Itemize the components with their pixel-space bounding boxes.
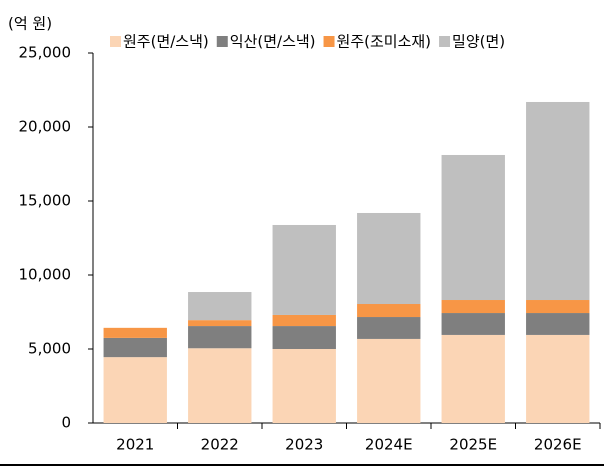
y-tick-label: 25,000 <box>19 44 72 62</box>
legend-swatch <box>110 36 121 47</box>
legend-label: 원주(조미소재) <box>337 33 432 51</box>
bar-segment <box>103 327 167 338</box>
x-tick-label: 2021 <box>116 436 154 454</box>
y-tick-label: 5,000 <box>28 340 71 358</box>
bar-segment <box>526 101 590 301</box>
x-tick-label: 2025E <box>449 436 497 454</box>
bar-segment <box>272 314 336 327</box>
bar-segment <box>441 300 505 314</box>
bar-segment <box>188 320 252 327</box>
bar-segment <box>188 348 252 423</box>
bar-segment <box>526 300 590 314</box>
bar-segment <box>357 338 421 423</box>
legend-swatch <box>439 36 451 47</box>
bar-segment <box>526 334 590 423</box>
bar-segment <box>357 317 421 339</box>
bar-segment <box>441 334 505 423</box>
bar-segment <box>188 326 252 349</box>
y-tick-label: 0 <box>61 414 71 432</box>
bar-segment <box>103 337 167 358</box>
legend-label: 익산(면/스낵) <box>230 33 316 51</box>
y-tick-label: 10,000 <box>19 266 72 284</box>
x-tick-label: 2022 <box>201 436 239 454</box>
bar-segment <box>103 357 167 423</box>
x-tick-label: 2024E <box>365 436 413 454</box>
legend-swatch <box>216 36 228 47</box>
bar-segment <box>441 313 505 335</box>
bar-segment <box>526 313 590 335</box>
bar-segment <box>272 224 336 315</box>
legend-label: 원주(면/스낵) <box>123 33 209 51</box>
x-tick-label: 2026E <box>534 436 582 454</box>
unit-label: (억 원) <box>8 15 52 33</box>
legend-swatch <box>323 36 335 47</box>
bar-segment <box>441 154 505 301</box>
bar-segment <box>272 349 336 423</box>
bar-segment <box>272 326 336 349</box>
bar-segment <box>357 212 421 305</box>
y-tick-label: 20,000 <box>19 118 72 136</box>
legend-label: 밀양(면) <box>452 33 505 51</box>
y-tick-label: 15,000 <box>19 192 72 210</box>
x-tick-label: 2023 <box>285 436 323 454</box>
bar-segment <box>357 304 421 318</box>
bar-segment <box>188 292 252 321</box>
